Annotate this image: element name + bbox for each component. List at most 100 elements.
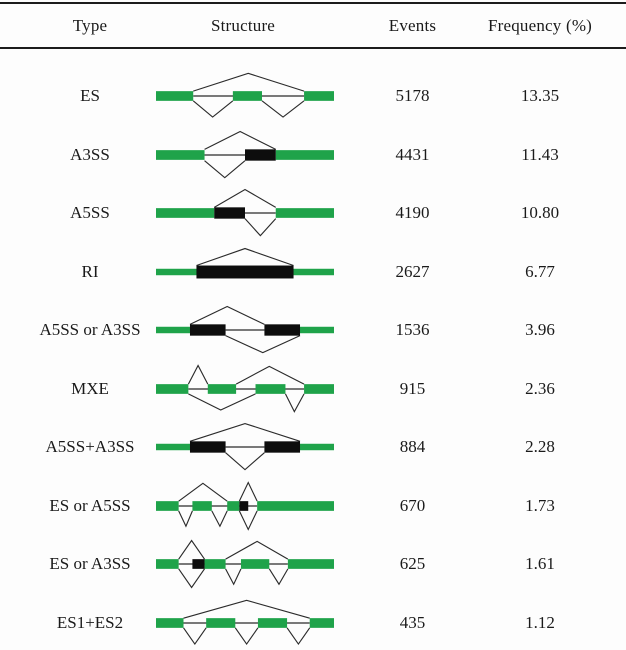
structure-svg-es_or_a3ss [156, 539, 334, 589]
structure-diagram-a5ss_or_a3ss [156, 304, 350, 356]
splice-junction-line [193, 73, 305, 92]
splice-junction-line [225, 452, 265, 471]
events-value: 915 [399, 378, 426, 398]
exon-box [227, 500, 240, 511]
table-row: MXE 915 2.36 [0, 360, 626, 419]
table-top-rule [0, 2, 626, 4]
exon-box [304, 91, 334, 102]
splice-junction-line [187, 364, 209, 385]
exon-box [156, 383, 189, 394]
exon-box [156, 208, 215, 219]
structure-diagram-es1_plus_es2 [156, 597, 350, 649]
structure-svg-ri [156, 247, 334, 279]
table-row: A5SS or A3SS 1536 3.96 [0, 301, 626, 360]
events-value: 1536 [395, 320, 430, 340]
table-row: ES 5178 13.35 [0, 67, 626, 126]
exon-box [206, 617, 236, 628]
structure-svg-a3ss [156, 130, 334, 179]
exon-box [275, 149, 334, 160]
splice-junction-line [196, 247, 294, 266]
events-value: 4190 [395, 203, 430, 223]
exon-box [156, 500, 179, 511]
structure-diagram-a5ss [156, 187, 350, 239]
splice-junction-line [213, 189, 277, 209]
structure-diagram-es [156, 70, 350, 122]
splice-junction-line [268, 568, 289, 586]
events-value: 884 [399, 437, 426, 457]
type-label: ES or A3SS [49, 554, 131, 574]
table-row: A3SS 4431 11.43 [0, 126, 626, 185]
frequency-value: 1.12 [525, 612, 555, 632]
splice-junction-line [238, 510, 258, 531]
splice-junction-line [188, 393, 256, 411]
type-label: A5SS [70, 203, 110, 223]
structure-svg-a5ss_or_a3ss [156, 306, 334, 354]
exon-box [207, 383, 237, 394]
table-row: A5SS+A3SS 884 2.28 [0, 418, 626, 477]
exon-box [255, 383, 286, 394]
header-type: Type [72, 15, 108, 35]
header-events: Events [388, 15, 437, 35]
events-value: 4431 [395, 144, 430, 164]
exon-box [298, 444, 334, 451]
structure-svg-es [156, 73, 334, 119]
structure-diagram-mxe [156, 363, 350, 415]
alt-region-box [264, 441, 301, 453]
alt-region-box [196, 265, 294, 279]
splice-junction-line [225, 335, 301, 354]
alt-region-box [214, 207, 245, 219]
frequency-value: 10.80 [520, 203, 560, 223]
type-label: MXE [71, 378, 109, 398]
table-row: ES or A5SS 670 1.73 [0, 477, 626, 536]
exon-box [291, 268, 334, 275]
alt-region-box [192, 559, 205, 570]
type-label: RI [81, 261, 99, 281]
type-label: A5SS or A3SS [39, 320, 141, 340]
exon-box [156, 617, 184, 628]
structure-svg-mxe [156, 364, 334, 413]
exon-box [156, 149, 205, 160]
exon-box [257, 617, 288, 628]
exon-box [257, 500, 334, 511]
splice-junction-line [238, 480, 258, 502]
structure-svg-a5ss_plus_a3ss [156, 423, 334, 471]
exon-box [204, 559, 226, 570]
frequency-value: 13.35 [520, 86, 560, 106]
type-label: A5SS+A3SS [45, 437, 135, 457]
alt-region-box [189, 324, 226, 336]
type-label: ES or A5SS [49, 495, 131, 515]
structure-diagram-a3ss [156, 129, 350, 181]
alt-region-box [239, 500, 249, 511]
table-row: A5SS 4190 10.80 [0, 184, 626, 243]
frequency-value: 11.43 [521, 144, 559, 164]
exon-box [287, 559, 334, 570]
splice-junction-line [178, 568, 206, 589]
frequency-value: 1.61 [525, 554, 555, 574]
splice-junction-line [189, 423, 301, 443]
exon-box [304, 383, 334, 394]
exon-box [232, 91, 262, 102]
structure-diagram-ri [156, 246, 350, 298]
table-header-row: Type Structure Events Frequency (%) [0, 4, 626, 49]
splice-junction-line [183, 627, 207, 645]
events-value: 2627 [395, 261, 430, 281]
splice-junction-line [211, 510, 228, 528]
table-body: ES 5178 13.35 A3SS 4431 11.43 A5SS 4190 … [0, 49, 626, 650]
exon-box [298, 327, 334, 334]
splice-junction-line [204, 130, 276, 150]
splice-junction-line [178, 539, 206, 560]
exon-box [156, 268, 199, 275]
splice-junction-line [225, 540, 289, 560]
exon-box [156, 327, 192, 334]
splice-junction-line [225, 568, 242, 586]
splice-junction-line [286, 627, 311, 645]
splice-junction-line [284, 393, 305, 413]
frequency-value: 6.77 [525, 261, 555, 281]
alt-region-box [245, 149, 276, 161]
alt-region-box [189, 441, 226, 453]
events-value: 625 [399, 554, 426, 574]
exon-box [156, 559, 179, 570]
splice-junction-line [189, 306, 265, 326]
structure-svg-a5ss [156, 189, 334, 237]
header-structure: Structure [210, 15, 276, 35]
